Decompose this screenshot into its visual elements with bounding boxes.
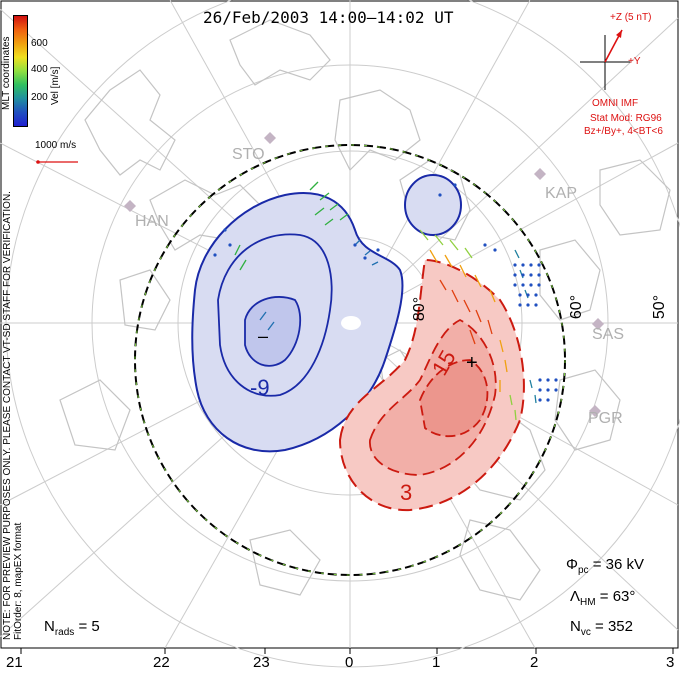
pole-marker (341, 316, 361, 330)
lambda-subscript: HM (580, 597, 596, 608)
lat-label-80: 80° (411, 296, 429, 322)
nrads-value: = 5 (78, 618, 100, 635)
reference-vector-label: 1000 m/s (35, 140, 77, 151)
mlt-label-21: 21 (6, 654, 23, 671)
colorbar-unit-label: Vel [m/s] (50, 66, 61, 105)
mlt-label-23: 23 (253, 654, 270, 671)
contour-label-pos-outer: 3 (400, 480, 413, 505)
coordinate-system-label: MLT coordinates (1, 36, 12, 110)
station-label-pgr: PGR (588, 410, 623, 427)
mlt-label-22: 22 (153, 654, 170, 671)
imf-z-label: +Z (5 nT) (610, 12, 652, 23)
radar-count: Nrads = 5 (44, 618, 100, 638)
lambda-value: = 63° (599, 588, 636, 605)
negative-contour-inner (244, 296, 302, 367)
hm-latitude: ΛHM = 63° (570, 588, 635, 608)
cross-polar-potential: Φpc = 36 kV (566, 556, 644, 576)
station-markers (124, 132, 604, 417)
imf-source: OMNI IMF (592, 98, 639, 109)
phi-subscript: pc (577, 565, 589, 576)
velocity-colorbar (13, 15, 28, 127)
negative-contour-mid (217, 233, 333, 397)
reference-vector (36, 160, 78, 164)
colorbar-tick-400: 400 (31, 64, 48, 75)
nvc-value: = 352 (595, 618, 633, 635)
station-label-kap: KAP (545, 185, 578, 202)
positive-contour-inner (419, 359, 489, 438)
mlt-label-1: 1 (432, 654, 441, 671)
contour-label-neg: -9 (250, 375, 270, 400)
imf-y-label: +Y (628, 56, 641, 67)
station-label-han: HAN (135, 213, 169, 230)
hm-boundary-green (134, 144, 566, 576)
nrads-symbol: N (44, 618, 55, 635)
colorbar-tick-200: 200 (31, 92, 48, 103)
mlt-axis-ticks (20, 648, 674, 654)
lat-label-50: 50° (651, 294, 669, 320)
phi-value: = 36 kV (592, 556, 644, 573)
station-label-sto: STO (232, 146, 265, 163)
phi-symbol: Φ (566, 556, 578, 573)
vector-count: Nvc = 352 (570, 618, 633, 638)
imf-dial (580, 29, 630, 90)
plot-frame (0, 0, 679, 649)
colorbar-segments (14, 16, 27, 126)
nrads-subscript: rads (54, 627, 75, 638)
map-title: 26/Feb/2003 14:00–14:02 UT (203, 8, 454, 27)
station-label-sas: SAS (592, 326, 625, 343)
lat-label-60: 60° (568, 294, 586, 320)
velocity-vectors (234, 181, 537, 421)
positive-center-marker: + (466, 352, 478, 374)
nvc-symbol: N (570, 618, 581, 635)
negative-small-cell (404, 174, 462, 236)
mlt-label-3: 3 (666, 654, 675, 671)
lambda-symbol: Λ (570, 588, 581, 605)
fit-order-note: FitOrder: 8, mapEX format (13, 522, 24, 640)
mlt-label-2: 2 (530, 654, 539, 671)
preview-note: NOTE: FOR PREVIEW PURPOSES ONLY. PLEASE … (2, 191, 13, 640)
colorbar-tick-600: 600 (31, 38, 48, 49)
stat-model-bin: Bz+/By+, 4<BT<6 (584, 126, 663, 137)
mlt-label-0: 0 (345, 654, 354, 671)
nvc-subscript: vc (580, 627, 591, 638)
vector-dots (213, 183, 558, 402)
negative-center-marker: – (258, 326, 269, 346)
stat-model: Stat Mod: RG96 (590, 113, 662, 124)
